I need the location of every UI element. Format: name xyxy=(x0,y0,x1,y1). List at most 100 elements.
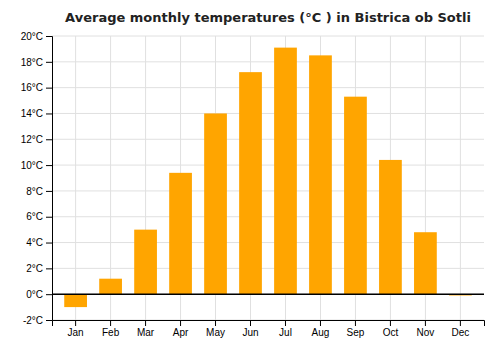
grid-line-y xyxy=(52,294,484,295)
y-tick-label: 2°C xyxy=(26,263,43,274)
y-tick-label: 16°C xyxy=(21,82,43,93)
y-tick: 20°C xyxy=(21,31,52,42)
x-tick: Jul xyxy=(279,320,292,338)
x-tick: Sep xyxy=(347,320,365,338)
x-tick-mark xyxy=(250,320,251,326)
x-tick-mark xyxy=(110,320,111,326)
y-tick: 10°C xyxy=(21,160,52,171)
grid-line-x xyxy=(110,36,111,320)
y-tick-label: 0°C xyxy=(26,289,43,300)
y-tick: 6°C xyxy=(26,211,52,222)
x-tick-label: Nov xyxy=(417,327,435,338)
x-tick-label: Aug xyxy=(312,327,330,338)
zero-line xyxy=(52,293,484,295)
x-tick-mark xyxy=(460,320,461,326)
bar xyxy=(99,279,122,294)
x-tick-mark xyxy=(180,320,181,326)
bar xyxy=(309,55,332,294)
x-axis: Jan Feb Mar Apr May Jun Jul Aug Sep Oct Nov Dec xyxy=(53,320,485,338)
y-tick-mark xyxy=(46,36,52,37)
y-tick-label: 12°C xyxy=(21,134,43,145)
x-tick-label: Oct xyxy=(383,327,399,338)
x-tick-mark xyxy=(320,320,321,326)
y-tick-mark xyxy=(46,139,52,140)
x-tick-mark xyxy=(215,320,216,326)
x-tick-label: Sep xyxy=(347,327,365,338)
y-axis-line xyxy=(46,37,53,321)
x-tick: Nov xyxy=(417,320,435,338)
x-tick: Jun xyxy=(242,320,258,338)
grid xyxy=(52,36,484,320)
x-tick: Mar xyxy=(137,320,155,338)
plot: -2°C 0°C 2°C 4°C 6°C 8°C 10°C 12°C 14°C 16°C 18°C 2… xyxy=(21,31,485,338)
grid-line-x xyxy=(75,36,76,320)
grid-line-y xyxy=(52,87,484,88)
y-tick-label: 18°C xyxy=(21,57,43,68)
grid-line-y xyxy=(52,216,484,217)
bar xyxy=(134,230,157,295)
x-tick-label: Jan xyxy=(68,327,84,338)
x-tick-label: Jul xyxy=(279,327,292,338)
x-tick: Apr xyxy=(173,320,189,338)
title: Average monthly temperatures (°C ) in Bi… xyxy=(65,10,471,25)
y-tick: 8°C xyxy=(26,186,52,197)
y-tick-mark xyxy=(46,62,52,63)
bar xyxy=(344,97,367,295)
y-tick-mark xyxy=(46,88,52,89)
x-tick: Jan xyxy=(68,320,84,338)
x-tick-mark xyxy=(75,320,76,326)
y-axis: -2°C 0°C 2°C 4°C 6°C 8°C 10°C 12°C 14°C 16°C 18°C 2… xyxy=(21,31,53,326)
x-tick-label: Feb xyxy=(102,327,120,338)
y-tick: 0°C xyxy=(26,289,52,300)
x-tick-mark xyxy=(425,320,426,326)
x-tick: Oct xyxy=(383,320,399,338)
y-tick-mark xyxy=(46,113,52,114)
x-tick: Aug xyxy=(312,320,330,338)
y-tick-label: 20°C xyxy=(21,31,43,42)
x-tick-mark xyxy=(390,320,391,326)
grid-line-x xyxy=(460,36,461,320)
x-tick-mark xyxy=(145,320,146,326)
bar xyxy=(274,48,297,295)
y-tick: 12°C xyxy=(21,134,52,145)
y-tick-mark xyxy=(46,294,52,295)
y-tick: -2°C xyxy=(23,315,52,326)
y-tick-mark xyxy=(46,320,52,321)
y-tick: 16°C xyxy=(21,82,52,93)
y-tick-label: 8°C xyxy=(26,186,43,197)
bar xyxy=(414,232,437,294)
y-tick-mark xyxy=(46,191,52,192)
bar xyxy=(379,160,402,294)
y-tick-label: -2°C xyxy=(23,315,43,326)
grid-line-y xyxy=(52,190,484,191)
y-tick-label: 10°C xyxy=(21,160,43,171)
grid-line-y xyxy=(52,113,484,114)
x-tick: Dec xyxy=(451,320,469,338)
x-tick-label: Mar xyxy=(137,327,155,338)
grid-line-y xyxy=(52,165,484,166)
bar xyxy=(64,294,87,307)
x-tick-label: Apr xyxy=(173,327,189,338)
grid-line-y xyxy=(52,61,484,62)
x-tick-mark xyxy=(285,320,286,326)
y-tick: 2°C xyxy=(26,263,52,274)
bar xyxy=(204,113,227,294)
y-tick-mark xyxy=(46,268,52,269)
x-axis-line xyxy=(53,321,485,327)
x-tick: May xyxy=(206,320,225,338)
x-tick-label: Jun xyxy=(242,327,258,338)
x-tick: Feb xyxy=(102,320,120,338)
y-tick-label: 14°C xyxy=(21,108,43,119)
grid-line-y xyxy=(52,139,484,140)
bar xyxy=(169,173,192,294)
y-tick-label: 6°C xyxy=(26,211,43,222)
x-tick-mark xyxy=(355,320,356,326)
x-tick-label: May xyxy=(206,327,225,338)
y-tick-mark xyxy=(46,165,52,166)
y-tick: 18°C xyxy=(21,57,52,68)
bars xyxy=(52,48,484,307)
y-tick: 14°C xyxy=(21,108,52,119)
x-tick-label: Dec xyxy=(451,327,469,338)
chart: Average monthly temperatures (°C ) in Bi… xyxy=(0,0,500,350)
y-tick-label: 4°C xyxy=(26,237,43,248)
